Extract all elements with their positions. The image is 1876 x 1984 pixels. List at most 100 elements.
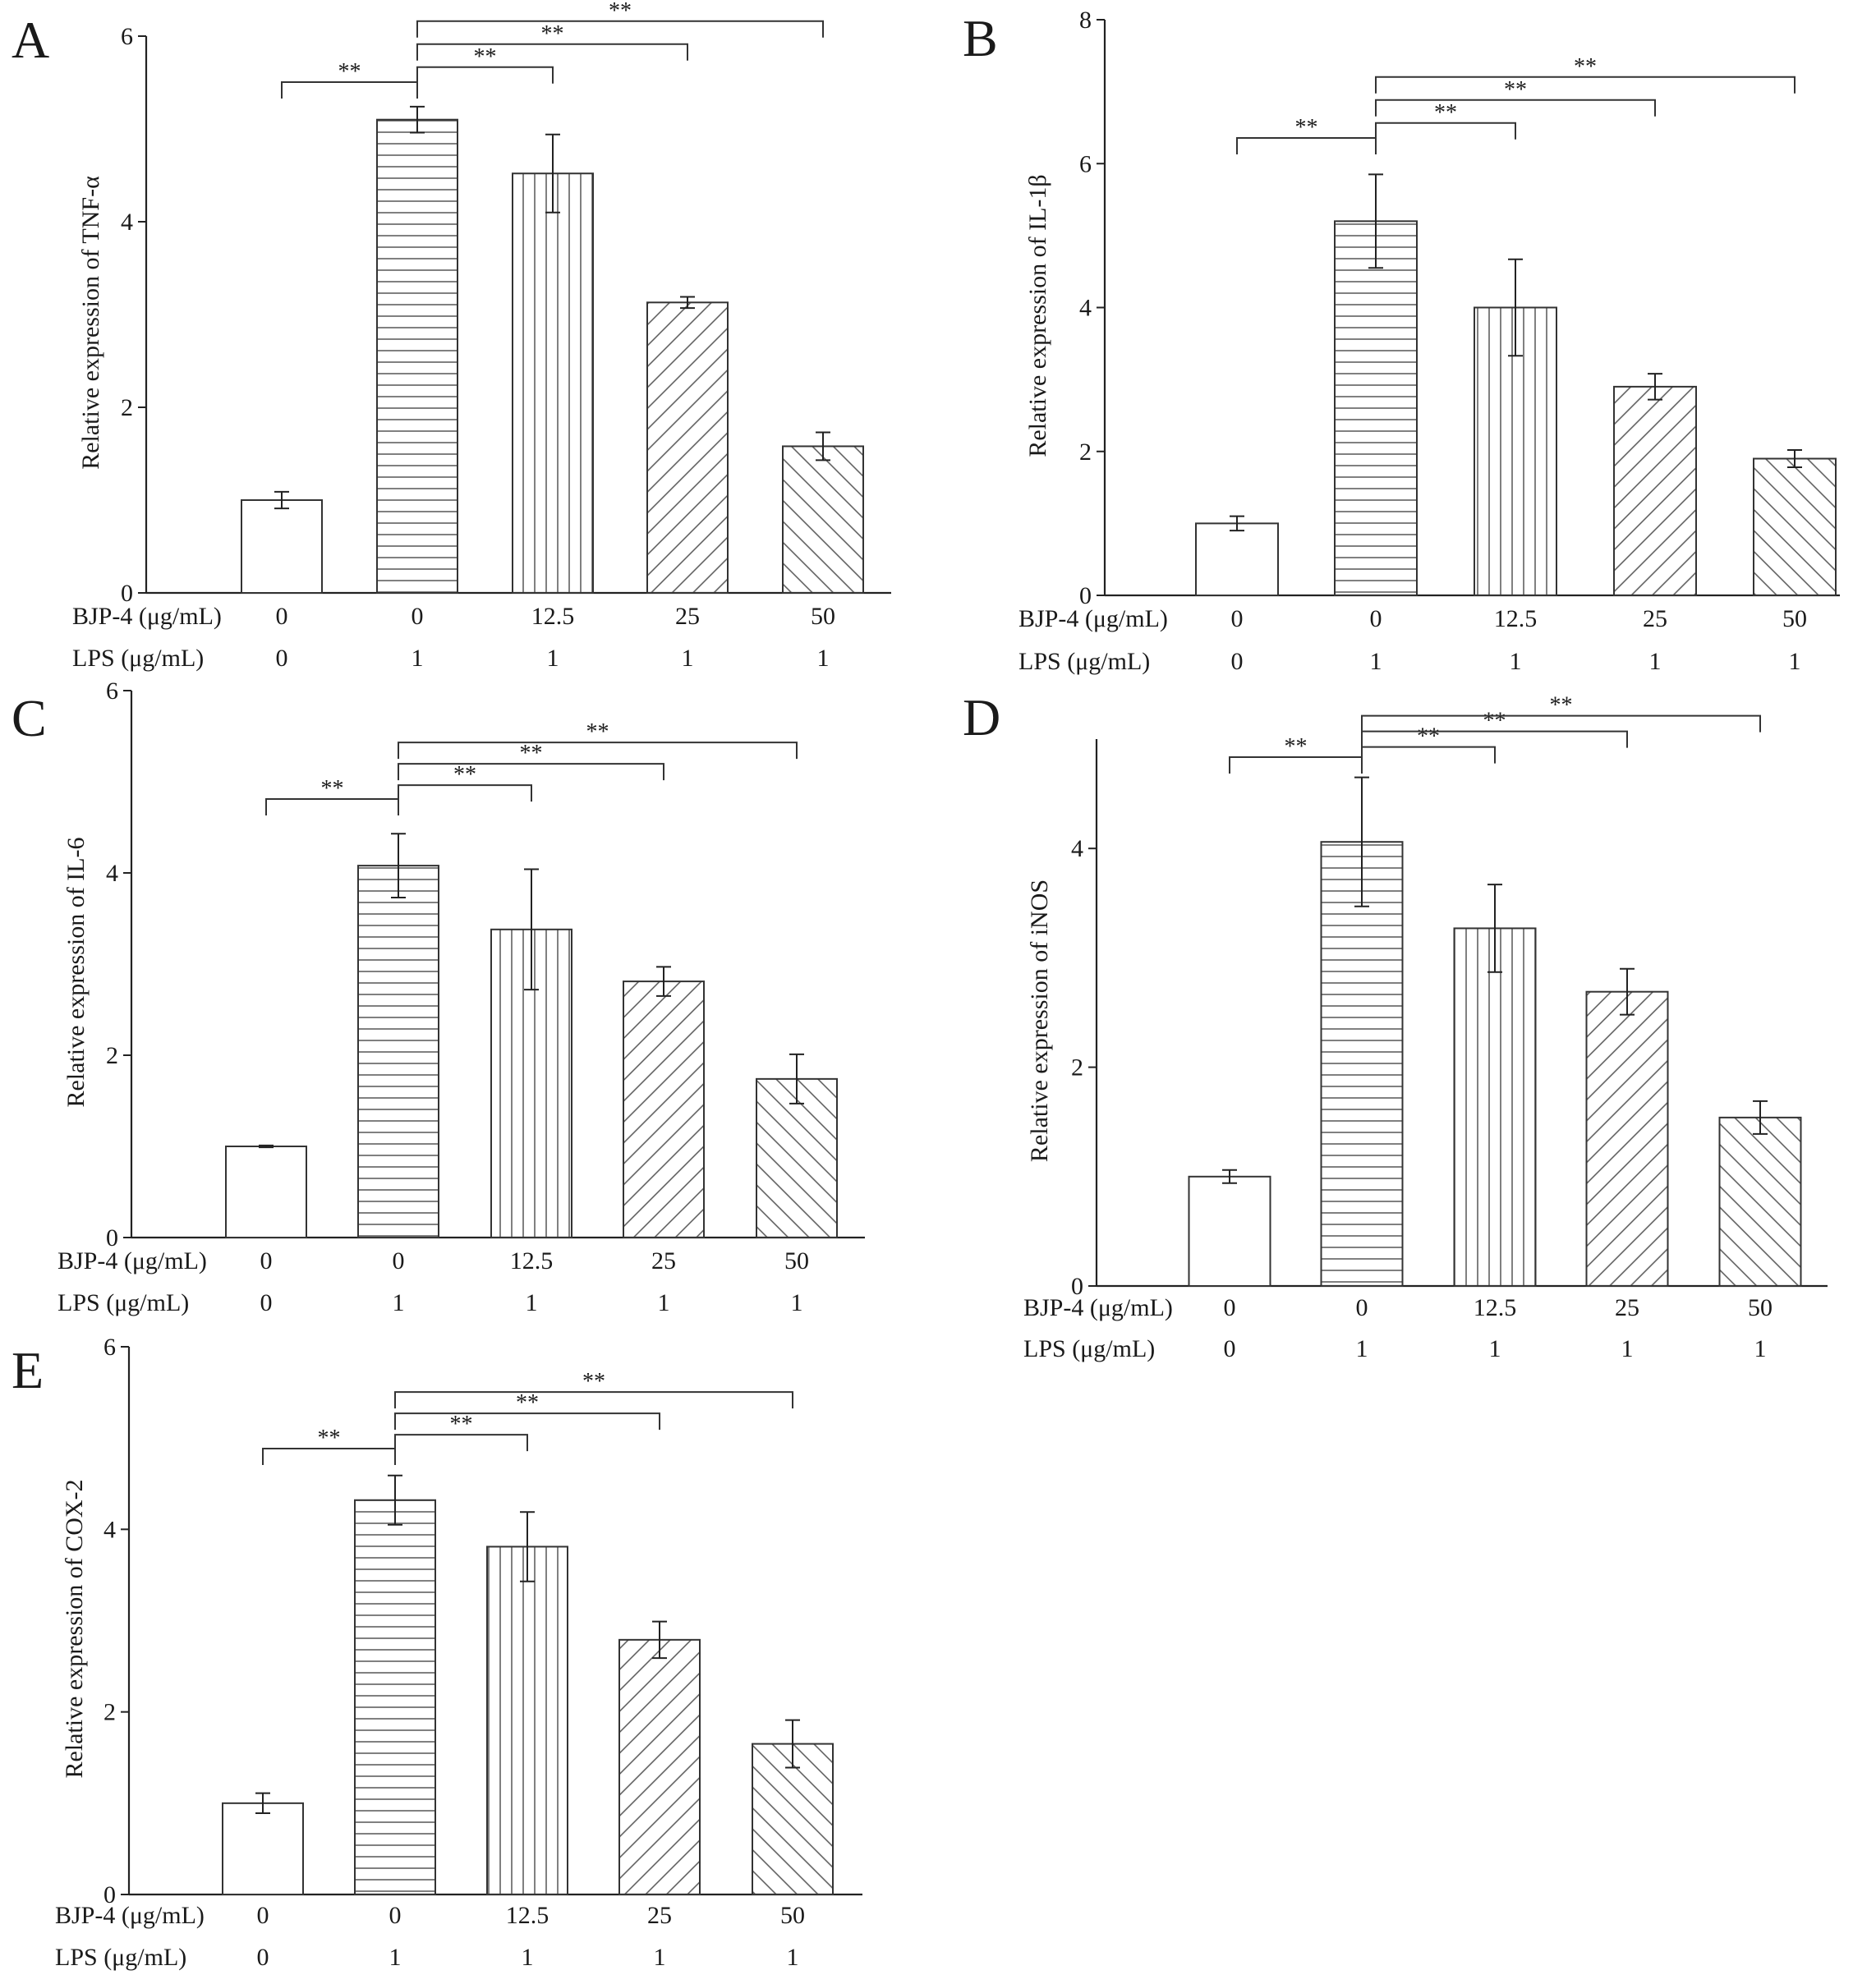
bar: [1585, 990, 1669, 1288]
bjp4-dose-label: 0: [393, 1247, 405, 1274]
lps-dose-label: 1: [526, 1289, 538, 1316]
significance-bracket: [1229, 756, 1363, 774]
bar: [222, 1802, 304, 1895]
significance-label: **: [453, 762, 476, 788]
row-label-bjp4: BJP-4 (μg/mL): [1018, 605, 1168, 632]
panel-label: C: [11, 689, 47, 747]
bjp4-dose-label: 0: [260, 1247, 273, 1274]
significance-bracket: [1375, 76, 1796, 94]
significance-label: **: [586, 719, 609, 745]
bar: [225, 1146, 307, 1238]
bjp4-dose-label: 25: [1615, 1294, 1639, 1321]
lps-dose-label: 0: [260, 1289, 273, 1316]
y-tick-label: 6: [106, 677, 118, 705]
significance-label: **: [1434, 100, 1457, 126]
bjp4-dose-label: 0: [257, 1902, 269, 1929]
lps-dose-label: 1: [412, 645, 424, 672]
significance-bracket: [398, 742, 798, 760]
bjp4-dose-label: 0: [276, 603, 288, 630]
chart-panel-inos: D Relative expression of iNOS BJP-4 (μg/…: [963, 688, 1828, 1362]
bjp4-dose-label: 25: [1643, 605, 1667, 632]
significance-bracket: [398, 784, 532, 802]
significance-bracket: [416, 20, 824, 38]
y-tick-label: 6: [121, 23, 133, 50]
bar: [354, 1499, 436, 1895]
significance-bracket: [394, 1434, 528, 1452]
significance-label: **: [1285, 734, 1308, 760]
significance-bracket: [398, 763, 664, 781]
y-axis-title: Relative expression of IL-6: [62, 837, 90, 1107]
significance-label: **: [516, 1390, 539, 1416]
significance-label: **: [318, 1426, 341, 1451]
significance-label: **: [1295, 115, 1318, 140]
significance-bracket: [1375, 99, 1656, 117]
y-tick-label: 2: [103, 1699, 116, 1726]
bar: [618, 1638, 701, 1895]
panel-label: E: [11, 1341, 44, 1399]
bjp4-dose-label: 0: [412, 603, 424, 630]
row-label-lps: LPS (μg/mL): [57, 1289, 189, 1316]
bjp4-dose-label: 12.5: [1494, 605, 1538, 632]
bar: [357, 865, 439, 1238]
y-tick-label: 0: [103, 1881, 116, 1908]
bar: [1453, 927, 1537, 1288]
lps-dose-label: 1: [791, 1289, 803, 1316]
significance-label: **: [582, 1369, 605, 1394]
y-axis-title: Relative expression of iNOS: [1026, 879, 1053, 1162]
lps-dose-label: 1: [682, 645, 694, 672]
bjp4-dose-label: 50: [784, 1247, 809, 1274]
bjp4-dose-label: 0: [1224, 1294, 1236, 1321]
bar: [1753, 457, 1837, 597]
significance-label: **: [1504, 77, 1527, 103]
significance-label: **: [1417, 724, 1440, 750]
y-tick-label: 4: [1079, 295, 1092, 322]
bjp4-dose-label: 0: [389, 1902, 402, 1929]
bar: [782, 445, 864, 595]
significance-bracket: [1361, 714, 1761, 733]
y-tick-label: 2: [121, 394, 133, 421]
lps-dose-label: 1: [1649, 648, 1662, 675]
lps-dose-label: 1: [654, 1944, 666, 1971]
bjp4-dose-label: 50: [811, 603, 835, 630]
row-label-lps: LPS (μg/mL): [72, 645, 204, 672]
significance-label: **: [1574, 54, 1597, 80]
lps-dose-label: 0: [1224, 1335, 1236, 1362]
bar: [756, 1077, 838, 1238]
lps-dose-label: 1: [389, 1944, 402, 1971]
bjp4-dose-label: 0: [1231, 605, 1244, 632]
y-tick-label: 0: [121, 580, 133, 607]
significance-bracket: [416, 66, 554, 84]
lps-dose-label: 1: [1754, 1335, 1767, 1362]
y-axis-title: Relative expression of TNF-α: [77, 176, 104, 470]
lps-dose-label: 1: [658, 1289, 670, 1316]
bar: [241, 499, 323, 594]
significance-bracket: [394, 1391, 793, 1409]
significance-label: **: [338, 59, 361, 85]
significance-bracket: [265, 798, 399, 815]
y-axis-title: Relative expression of IL-1β: [1024, 174, 1051, 457]
significance-bracket: [1361, 746, 1496, 764]
y-tick-label: 2: [106, 1042, 118, 1069]
chart-panel-cox-2: E Relative expression of COX-2 BJP-4 (μg…: [11, 1334, 862, 1971]
row-label-lps: LPS (μg/mL): [1023, 1335, 1155, 1362]
significance-bracket: [1375, 122, 1516, 140]
bar: [623, 981, 705, 1238]
bjp4-dose-label: 12.5: [506, 1902, 549, 1929]
bar: [752, 1743, 834, 1895]
lps-dose-label: 0: [276, 645, 288, 672]
lps-dose-label: 1: [1789, 648, 1801, 675]
lps-dose-label: 1: [1489, 1335, 1501, 1362]
lps-dose-label: 1: [393, 1289, 405, 1316]
row-label-bjp4: BJP-4 (μg/mL): [72, 603, 222, 630]
bar: [1195, 522, 1279, 596]
significance-label: **: [321, 776, 344, 801]
y-tick-label: 4: [121, 209, 133, 236]
bar: [512, 172, 594, 595]
significance-label: **: [450, 1412, 473, 1437]
panel-label: D: [963, 688, 1000, 746]
row-label-bjp4: BJP-4 (μg/mL): [57, 1247, 207, 1274]
panel-label: A: [11, 11, 49, 69]
lps-dose-label: 1: [547, 645, 559, 672]
y-axis-title: Relative expression of COX-2: [61, 1479, 88, 1778]
